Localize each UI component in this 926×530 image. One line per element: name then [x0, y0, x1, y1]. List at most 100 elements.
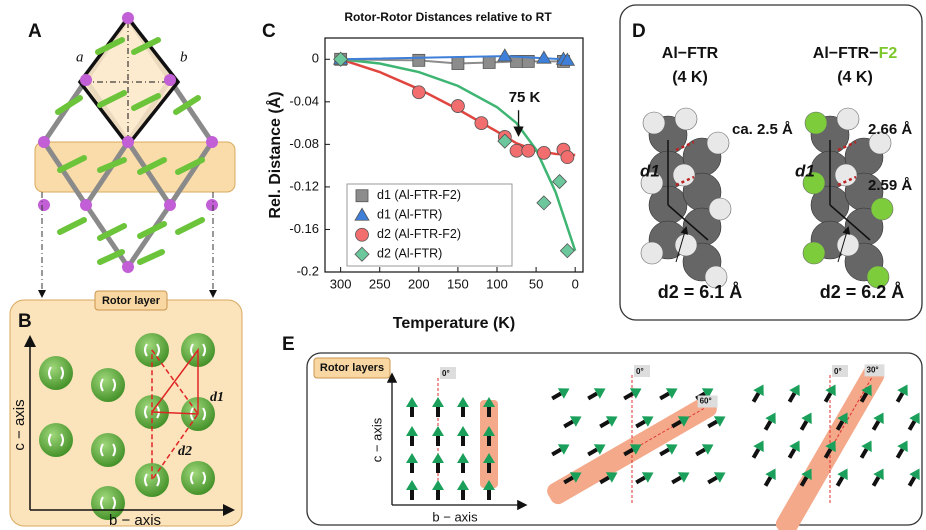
- metal-node: [164, 74, 176, 86]
- marker-square: [452, 58, 464, 70]
- angle-label: 0°: [834, 367, 842, 376]
- rotor-rod: [58, 98, 80, 112]
- rotor-rod: [140, 252, 162, 262]
- d1-label: d1: [640, 161, 660, 180]
- d1-label: d1: [210, 390, 224, 405]
- hydrogen: [709, 198, 731, 220]
- y-tick-label: -0.08: [289, 136, 319, 151]
- metal-node: [206, 136, 218, 148]
- metal-node: [80, 199, 92, 211]
- distance: 2.59 Å: [868, 177, 912, 194]
- compound: Al−FTR: [662, 45, 719, 62]
- distance: 2.66 Å: [868, 121, 912, 138]
- y-tick-label: -0.04: [289, 93, 319, 108]
- marker-triangle: [498, 49, 512, 61]
- marker-circle: [451, 100, 464, 113]
- panel-label: C: [262, 21, 276, 42]
- distance: ca. 2.5 Å: [732, 121, 793, 138]
- rotor-ball: [91, 433, 125, 467]
- metal-node: [164, 199, 176, 211]
- tag-text: Rotor layer: [102, 295, 161, 307]
- lattice-a: a: [76, 49, 84, 65]
- fluorine: [871, 198, 893, 220]
- hydrogen: [675, 108, 697, 130]
- rotor-rod: [60, 220, 84, 232]
- hydrogen: [707, 132, 729, 154]
- angle-label: 30°: [867, 365, 879, 374]
- x-tick-label: 300: [330, 276, 352, 291]
- angle-label: 60°: [700, 397, 712, 406]
- x-tick-label: 0: [572, 276, 579, 291]
- x-tick-label: 100: [486, 276, 508, 291]
- y-tick-label: 0: [312, 51, 319, 66]
- marker-square: [483, 56, 495, 68]
- d2-label: d2 = 6.2 Å: [820, 282, 905, 302]
- tag-text: Rotor layers: [320, 362, 384, 374]
- chart-title: Rotor-Rotor Distances relative to RT: [344, 10, 552, 24]
- x-axis-label: Temperature (K): [393, 315, 515, 332]
- temperature: (4 K): [837, 69, 873, 86]
- x-tick-label: 50: [529, 276, 543, 291]
- marker-circle: [561, 151, 574, 164]
- marker-diamond: [537, 196, 551, 210]
- x-tick-label: 150: [447, 276, 469, 291]
- marker-square: [356, 190, 368, 202]
- fluorine: [805, 112, 827, 134]
- metal-node: [122, 12, 134, 24]
- metal-node: [122, 136, 134, 148]
- compound: Al−FTR−F2: [813, 45, 898, 62]
- legend-label: d1 (Al-FTR-F2): [377, 188, 461, 202]
- d1-label: d1: [795, 161, 815, 180]
- y-tick-label: -0.2: [297, 263, 319, 278]
- marker-diamond: [553, 175, 567, 189]
- marker-square: [413, 54, 425, 66]
- angle-label: 0°: [442, 369, 450, 378]
- rotor-rod: [176, 98, 198, 112]
- metal-node: [122, 261, 134, 273]
- d2-label: d2: [178, 444, 192, 459]
- compound-suffix: F2: [879, 45, 898, 62]
- fluorine: [837, 108, 859, 130]
- annotation: 75 K: [509, 89, 541, 106]
- rotor-rod: [178, 220, 202, 232]
- y-tick-label: -0.16: [289, 221, 319, 236]
- axis-label: b − axis: [109, 512, 161, 529]
- axis-label: c − axis: [11, 399, 28, 450]
- panel-label: E: [282, 334, 295, 355]
- y-axis-label: Rel. Distance (Å): [265, 91, 284, 218]
- rotor-ball: [181, 461, 215, 495]
- metal-node: [38, 136, 50, 148]
- figure: A a b Rotor layer B d1 d2 c − axis b − a…: [0, 0, 926, 530]
- metal-node: [80, 74, 92, 86]
- compound-prefix: Al−FTR−: [813, 45, 879, 62]
- y-tick-label: -0.12: [289, 178, 319, 193]
- x-tick-label: 200: [408, 276, 430, 291]
- d2-label: d2 = 6.1 Å: [658, 282, 743, 302]
- marker-circle: [537, 146, 550, 159]
- hydrogen: [641, 242, 663, 264]
- chart: Rotor-Rotor Distances relative to RT 300 2…: [265, 10, 583, 332]
- hydrogen: [643, 112, 665, 134]
- rotor-ball: [39, 356, 73, 390]
- axis-label: b − axis: [432, 509, 478, 524]
- x-tick-label: 250: [369, 276, 391, 291]
- axis-label: c − axis: [369, 417, 384, 462]
- panel-label: A: [28, 21, 42, 42]
- marker-circle: [412, 86, 425, 99]
- fluorine: [803, 242, 825, 264]
- angle-label: 0°: [636, 367, 644, 376]
- panel-label: B: [18, 311, 32, 332]
- metal-node: [38, 199, 50, 211]
- marker-circle: [475, 117, 488, 130]
- marker-circle: [510, 144, 523, 157]
- legend-label: d2 (Al-FTR-F2): [377, 227, 461, 241]
- rotor-ball: [39, 423, 73, 457]
- temperature: (4 K): [672, 69, 708, 86]
- legend-label: d2 (Al-FTR): [377, 247, 442, 261]
- panel-label: D: [632, 21, 646, 42]
- metal-node: [206, 199, 218, 211]
- legend-label: d1 (Al-FTR): [377, 208, 442, 222]
- marker-circle: [522, 144, 535, 157]
- marker-circle: [356, 228, 369, 241]
- lattice-b: b: [180, 49, 188, 65]
